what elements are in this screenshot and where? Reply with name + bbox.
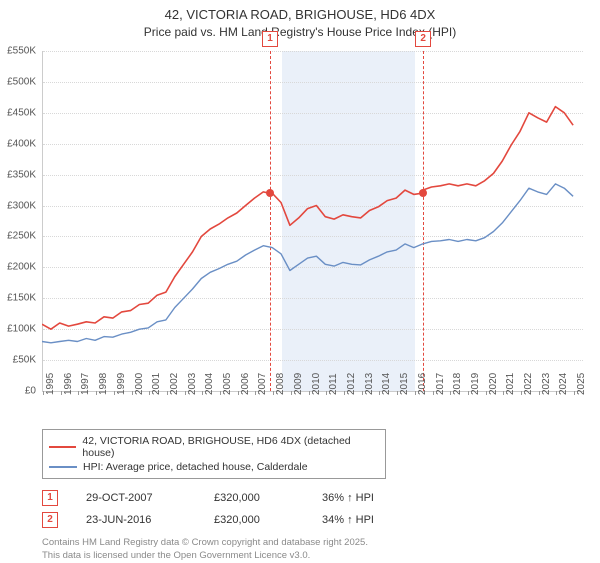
legend-swatch (49, 466, 77, 468)
legend-label: 42, VICTORIA ROAD, BRIGHOUSE, HD6 4DX (d… (82, 435, 379, 459)
x-tick (273, 391, 274, 395)
legend-item: HPI: Average price, detached house, Cald… (49, 460, 379, 474)
chart-title: 42, VICTORIA ROAD, BRIGHOUSE, HD6 4DX (0, 0, 600, 24)
x-axis-label: 1996 (63, 373, 74, 395)
x-axis-label: 2002 (169, 373, 180, 395)
x-tick (61, 391, 62, 395)
x-tick (43, 391, 44, 395)
y-axis-label: £100K (7, 324, 36, 335)
x-axis-label: 1997 (80, 373, 91, 395)
x-axis-label: 2024 (558, 373, 569, 395)
x-tick (96, 391, 97, 395)
y-axis-label: £0 (25, 385, 36, 396)
sale-row-date: 23-JUN-2016 (86, 514, 186, 526)
x-tick (415, 391, 416, 395)
x-tick (397, 391, 398, 395)
y-axis-label: £350K (7, 169, 36, 180)
sale-row: 1 29-OCT-2007 £320,000 36% ↑ HPI (42, 487, 600, 509)
series-line (42, 184, 573, 343)
x-axis-label: 2012 (346, 373, 357, 395)
sale-marker-box: 2 (415, 31, 431, 47)
y-axis-label: £300K (7, 200, 36, 211)
x-tick (574, 391, 575, 395)
x-axis-label: 2003 (187, 373, 198, 395)
x-tick (362, 391, 363, 395)
x-axis-label: 2016 (417, 373, 428, 395)
x-tick (114, 391, 115, 395)
x-axis-label: 2011 (328, 373, 339, 395)
y-axis-label: £250K (7, 231, 36, 242)
x-axis-label: 2023 (541, 373, 552, 395)
legend-box: 42, VICTORIA ROAD, BRIGHOUSE, HD6 4DX (d… (42, 429, 386, 479)
x-tick (132, 391, 133, 395)
x-axis-label: 2017 (435, 373, 446, 395)
x-axis-label: 2015 (399, 373, 410, 395)
chart-lines-svg (42, 51, 582, 391)
y-axis-label: £450K (7, 107, 36, 118)
x-axis-label: 2025 (576, 373, 587, 395)
x-axis-label: 1995 (45, 373, 56, 395)
x-axis-label: 2010 (311, 373, 322, 395)
sale-row-date: 29-OCT-2007 (86, 492, 186, 504)
x-axis-label: 2007 (257, 373, 268, 395)
x-tick (309, 391, 310, 395)
y-axis-label: £150K (7, 293, 36, 304)
sale-row-price: £320,000 (214, 492, 294, 504)
sale-marker-box: 1 (262, 31, 278, 47)
x-tick (344, 391, 345, 395)
x-tick (167, 391, 168, 395)
x-axis-label: 2005 (222, 373, 233, 395)
x-tick (291, 391, 292, 395)
x-axis-label: 2020 (488, 373, 499, 395)
legend-item: 42, VICTORIA ROAD, BRIGHOUSE, HD6 4DX (d… (49, 434, 379, 460)
y-axis-label: £500K (7, 76, 36, 87)
x-tick (521, 391, 522, 395)
x-tick (486, 391, 487, 395)
x-axis-label: 2013 (364, 373, 375, 395)
y-axis-label: £400K (7, 138, 36, 149)
x-axis-label: 2008 (275, 373, 286, 395)
footer-line-2: This data is licensed under the Open Gov… (42, 550, 600, 563)
sale-row-marker: 2 (42, 512, 58, 528)
sale-row-price: £320,000 (214, 514, 294, 526)
y-axis-label: £50K (13, 355, 36, 366)
x-axis-label: 1999 (116, 373, 127, 395)
legend-swatch (49, 446, 76, 448)
y-axis-label: £200K (7, 262, 36, 273)
chart-container: 42, VICTORIA ROAD, BRIGHOUSE, HD6 4DX Pr… (0, 0, 600, 560)
series-line (42, 107, 573, 330)
x-tick (468, 391, 469, 395)
sale-row-delta: 36% ↑ HPI (322, 492, 374, 504)
x-axis-label: 1998 (98, 373, 109, 395)
chart-subtitle: Price paid vs. HM Land Registry's House … (0, 24, 600, 41)
x-axis-label: 2009 (293, 373, 304, 395)
footer-line-1: Contains HM Land Registry data © Crown c… (42, 537, 600, 550)
x-axis-label: 2022 (523, 373, 534, 395)
sale-row: 2 23-JUN-2016 £320,000 34% ↑ HPI (42, 509, 600, 531)
x-axis-label: 2004 (204, 373, 215, 395)
x-tick (185, 391, 186, 395)
x-axis-label: 2021 (505, 373, 516, 395)
sale-row-delta: 34% ↑ HPI (322, 514, 374, 526)
x-tick (220, 391, 221, 395)
x-tick (539, 391, 540, 395)
x-axis-label: 2000 (134, 373, 145, 395)
legend-label: HPI: Average price, detached house, Cald… (83, 461, 308, 473)
sale-row-marker: 1 (42, 490, 58, 506)
x-axis-label: 2001 (151, 373, 162, 395)
x-tick (238, 391, 239, 395)
x-axis-label: 2018 (452, 373, 463, 395)
x-axis-label: 2006 (240, 373, 251, 395)
sales-table: 1 29-OCT-2007 £320,000 36% ↑ HPI 2 23-JUN-201… (42, 487, 600, 531)
x-axis-label: 2014 (381, 373, 392, 395)
chart-plot-area: 12 £0£50K£100K£150K£200K£250K£300K£350K£… (42, 51, 582, 391)
footer-attribution: Contains HM Land Registry data © Crown c… (42, 537, 600, 563)
y-axis-label: £550K (7, 45, 36, 56)
x-tick (433, 391, 434, 395)
x-axis-label: 2019 (470, 373, 481, 395)
